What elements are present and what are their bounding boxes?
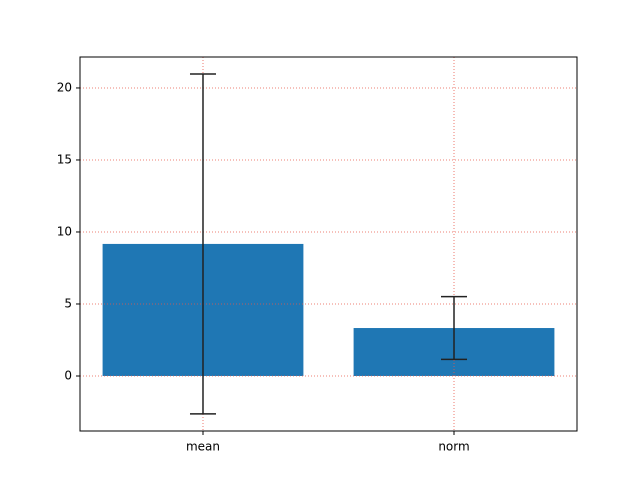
y-tick-label: 10 [57,224,72,238]
x-tick-label: mean [186,440,220,454]
y-tick-label: 0 [64,368,72,382]
plot-frame [79,56,578,432]
y-tick-label: 5 [64,296,72,310]
y-tick-label: 20 [57,80,72,94]
y-tick-label: 15 [57,152,72,166]
x-tick-label: norm [438,440,469,454]
